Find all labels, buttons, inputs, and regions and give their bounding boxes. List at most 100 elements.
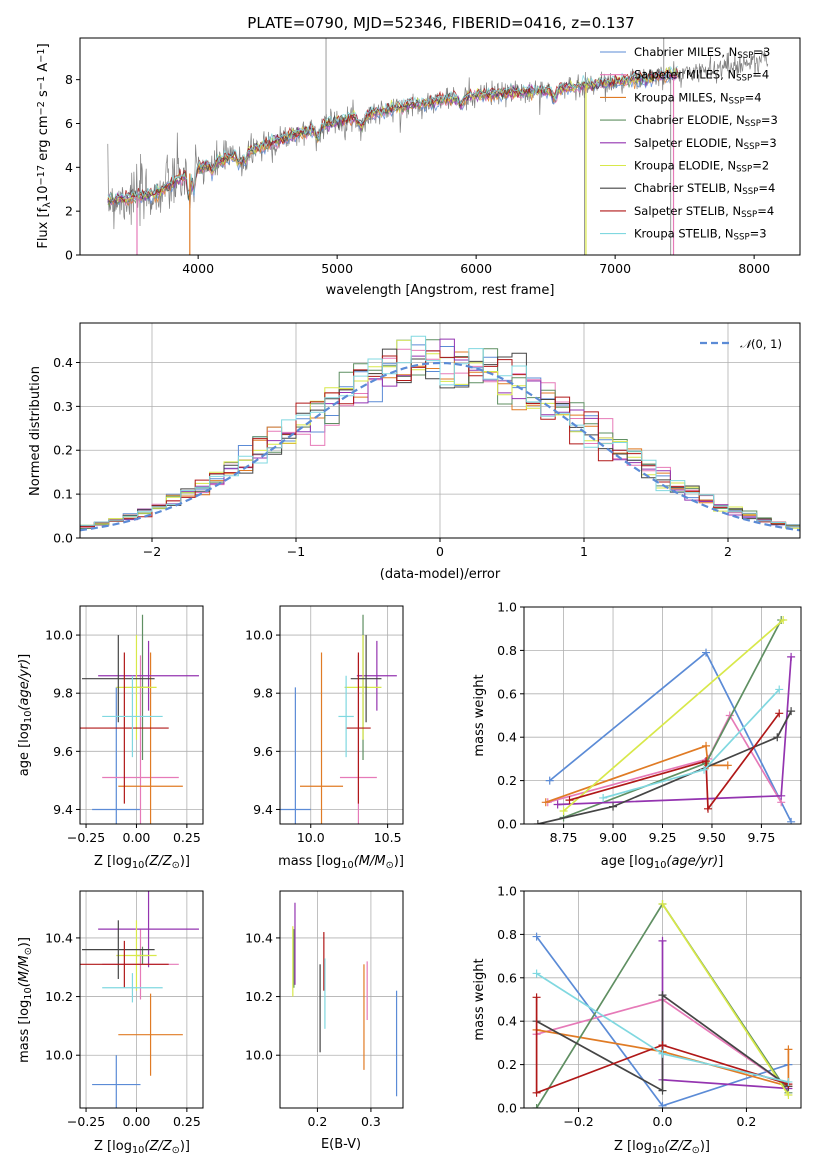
spectrum-xtick-label: 8000 xyxy=(738,261,770,276)
weight-vs-Z-x-label: Z [log10(Z/Z⊙)] xyxy=(614,1139,710,1156)
age-vs-Z-x-label: Z [log10(Z/Z⊙)] xyxy=(94,854,190,871)
weight-marker xyxy=(658,1101,667,1108)
mass-vs-ebv-ytick-label: 10.4 xyxy=(245,930,273,945)
residuals-xtick-label: −2 xyxy=(143,544,161,559)
weight-marker xyxy=(532,932,541,941)
age-vs-mass-xtick-label: 10.5 xyxy=(374,830,402,845)
weight-vs-age-plot-area xyxy=(533,616,796,824)
weight-marker xyxy=(775,709,784,718)
residuals-ytick-label: 0.2 xyxy=(53,443,73,458)
spectrum-xtick-label: 5000 xyxy=(321,261,353,276)
residuals-xtick-label: −1 xyxy=(287,544,305,559)
weight-marker xyxy=(784,1077,793,1086)
age-vs-Z-ytick-label: 9.4 xyxy=(53,802,73,817)
mass-vs-ebv-xtick-label: 0.3 xyxy=(361,1114,381,1129)
mass-vs-Z-xtick-label: 0.25 xyxy=(173,1114,201,1129)
weight-vs-age-axes: 8.75 9.00 9.25 9.50 9.75 0.0 0.2 0.4 0.6 0.8 1.0 ma… xyxy=(472,600,802,871)
weight-vs-age-xtick-label: 9.00 xyxy=(599,830,627,845)
weight-vs-age-xtick-label: 8.75 xyxy=(550,830,578,845)
age-vs-Z-ytick-label: 9.6 xyxy=(53,744,73,759)
axes-frame xyxy=(279,605,404,825)
mass-vs-ebv-axes: 0.2 0.3 10.0 10.2 10.4 E(B-V) xyxy=(245,890,404,1152)
legend-entry: Salpeter MILES, NSSP=4 xyxy=(634,68,769,84)
mass-vs-ebv-x-label: E(B-V) xyxy=(321,1137,361,1152)
mass-vs-ebv-ytick-label: 10.0 xyxy=(245,1048,273,1063)
spectrum-ytick-label: 8 xyxy=(65,72,73,87)
weight-marker xyxy=(787,817,796,824)
weight-marker xyxy=(658,991,667,1000)
age-vs-mass-ytick-label: 10.0 xyxy=(245,628,273,643)
weight-vs-Z-ytick-label: 1.0 xyxy=(497,884,517,899)
residuals-ytick-label: 0.3 xyxy=(53,399,73,414)
weight-vs-age-ytick-label: 0.0 xyxy=(497,817,517,832)
weight-marker xyxy=(658,936,667,945)
mass-vs-Z-xtick-label: −0.25 xyxy=(67,1114,105,1129)
age-vs-mass-axes: 10.0 10.5 9.4 9.6 9.8 10.0 mass [log10(M/M⊙)] xyxy=(245,605,404,871)
legend-entry: 𝒩(0, 1) xyxy=(740,337,782,351)
model-fit-line xyxy=(107,65,678,201)
weight-marker xyxy=(784,1045,793,1054)
plots-group: 4000 5000 6000 7000 8000 0 2 4 6 8 wavelength [Ang… xyxy=(17,37,802,1156)
axes-frame xyxy=(279,890,404,1109)
age-vs-mass-x-label: mass [log10(M/M⊙)] xyxy=(278,854,404,871)
weight-marker xyxy=(723,761,732,770)
mass-vs-ebv-plot-area xyxy=(292,902,398,1097)
weight-vs-Z-ytick-label: 0.6 xyxy=(497,970,517,985)
weight-vs-age-ytick-label: 1.0 xyxy=(497,600,517,615)
mass-vs-Z-xtick-label: 0.00 xyxy=(123,1114,151,1129)
weight-vs-Z-xtick-label: 0.0 xyxy=(653,1114,673,1129)
axes-frame xyxy=(79,605,204,825)
weight-marker xyxy=(700,765,709,774)
residuals-ytick-label: 0.1 xyxy=(53,487,73,502)
weight-marker xyxy=(784,1090,793,1099)
weight-vs-age-y-label: mass weight xyxy=(472,674,487,756)
age-vs-Z-y-label: age [log10(age/yr)] xyxy=(17,654,34,777)
weight-marker xyxy=(532,1104,541,1108)
residuals-ytick-label: 0.0 xyxy=(53,531,73,546)
weight-vs-Z-y-label: mass weight xyxy=(472,958,487,1040)
weight-marker xyxy=(777,791,786,800)
mass-vs-ebv-xtick-label: 0.2 xyxy=(307,1114,327,1129)
legend-entry: Salpeter STELIB, NSSP=4 xyxy=(634,204,774,220)
weight-vs-age-xtick-label: 9.50 xyxy=(698,830,726,845)
spectrum-ytick-label: 2 xyxy=(65,204,73,219)
mass-vs-Z-x-label: Z [log10(Z/Z⊙)] xyxy=(94,1139,190,1156)
normal-curve xyxy=(80,361,800,532)
weight-line xyxy=(537,710,792,824)
mass-vs-ebv-ytick-label: 10.2 xyxy=(245,989,273,1004)
residuals-xtick-label: 2 xyxy=(724,544,732,559)
age-vs-Z-ytick-label: 10.0 xyxy=(45,628,73,643)
weight-marker xyxy=(779,616,788,625)
weight-line xyxy=(661,903,790,1096)
figure-title: PLATE=0790, MJD=52346, FIBERID=0416, z=0… xyxy=(247,14,634,32)
weight-vs-age-ytick-label: 0.6 xyxy=(497,686,517,701)
weight-marker xyxy=(553,800,562,809)
weight-vs-Z-ytick-label: 0.2 xyxy=(497,1057,517,1072)
age-vs-Z-plot-area xyxy=(80,614,199,824)
weight-vs-Z-xtick-label: 0.2 xyxy=(736,1114,756,1129)
age-vs-Z-axes: −0.25 0.00 0.25 9.4 9.6 9.8 10.0 Z [log10(Z/Z⊙)… xyxy=(17,605,204,871)
spectrum-ytick-label: 4 xyxy=(65,160,73,175)
weight-vs-age-x-label: age [log10(age/yr)] xyxy=(601,854,724,871)
age-vs-mass-ytick-label: 9.8 xyxy=(253,686,273,701)
spectrum-ytick-label: 0 xyxy=(65,248,73,263)
weight-marker xyxy=(702,757,711,766)
weight-marker xyxy=(787,652,796,661)
residual-histogram xyxy=(80,335,800,529)
weight-marker xyxy=(658,1049,667,1058)
weight-vs-Z-plot-area xyxy=(532,900,793,1108)
spectrum-xtick-label: 6000 xyxy=(460,261,492,276)
weight-marker xyxy=(533,820,542,824)
weight-marker xyxy=(532,1088,541,1097)
model-fit-line xyxy=(107,66,679,203)
legend-entry: Chabrier MILES, NSSP=3 xyxy=(634,45,770,61)
mass-vs-Z-ytick-label: 10.4 xyxy=(45,930,73,945)
weight-marker xyxy=(773,733,782,742)
weight-vs-Z-ytick-label: 0.4 xyxy=(497,1014,517,1029)
weight-marker xyxy=(658,1086,667,1095)
weight-vs-Z-ytick-label: 0.8 xyxy=(497,927,517,942)
weight-vs-Z-axes: −0.2 0.0 0.2 0.0 0.2 0.4 0.6 0.8 1.0 mass weight Z… xyxy=(472,884,802,1156)
weight-marker xyxy=(541,798,550,807)
weight-vs-age-ytick-label: 0.8 xyxy=(497,643,517,658)
